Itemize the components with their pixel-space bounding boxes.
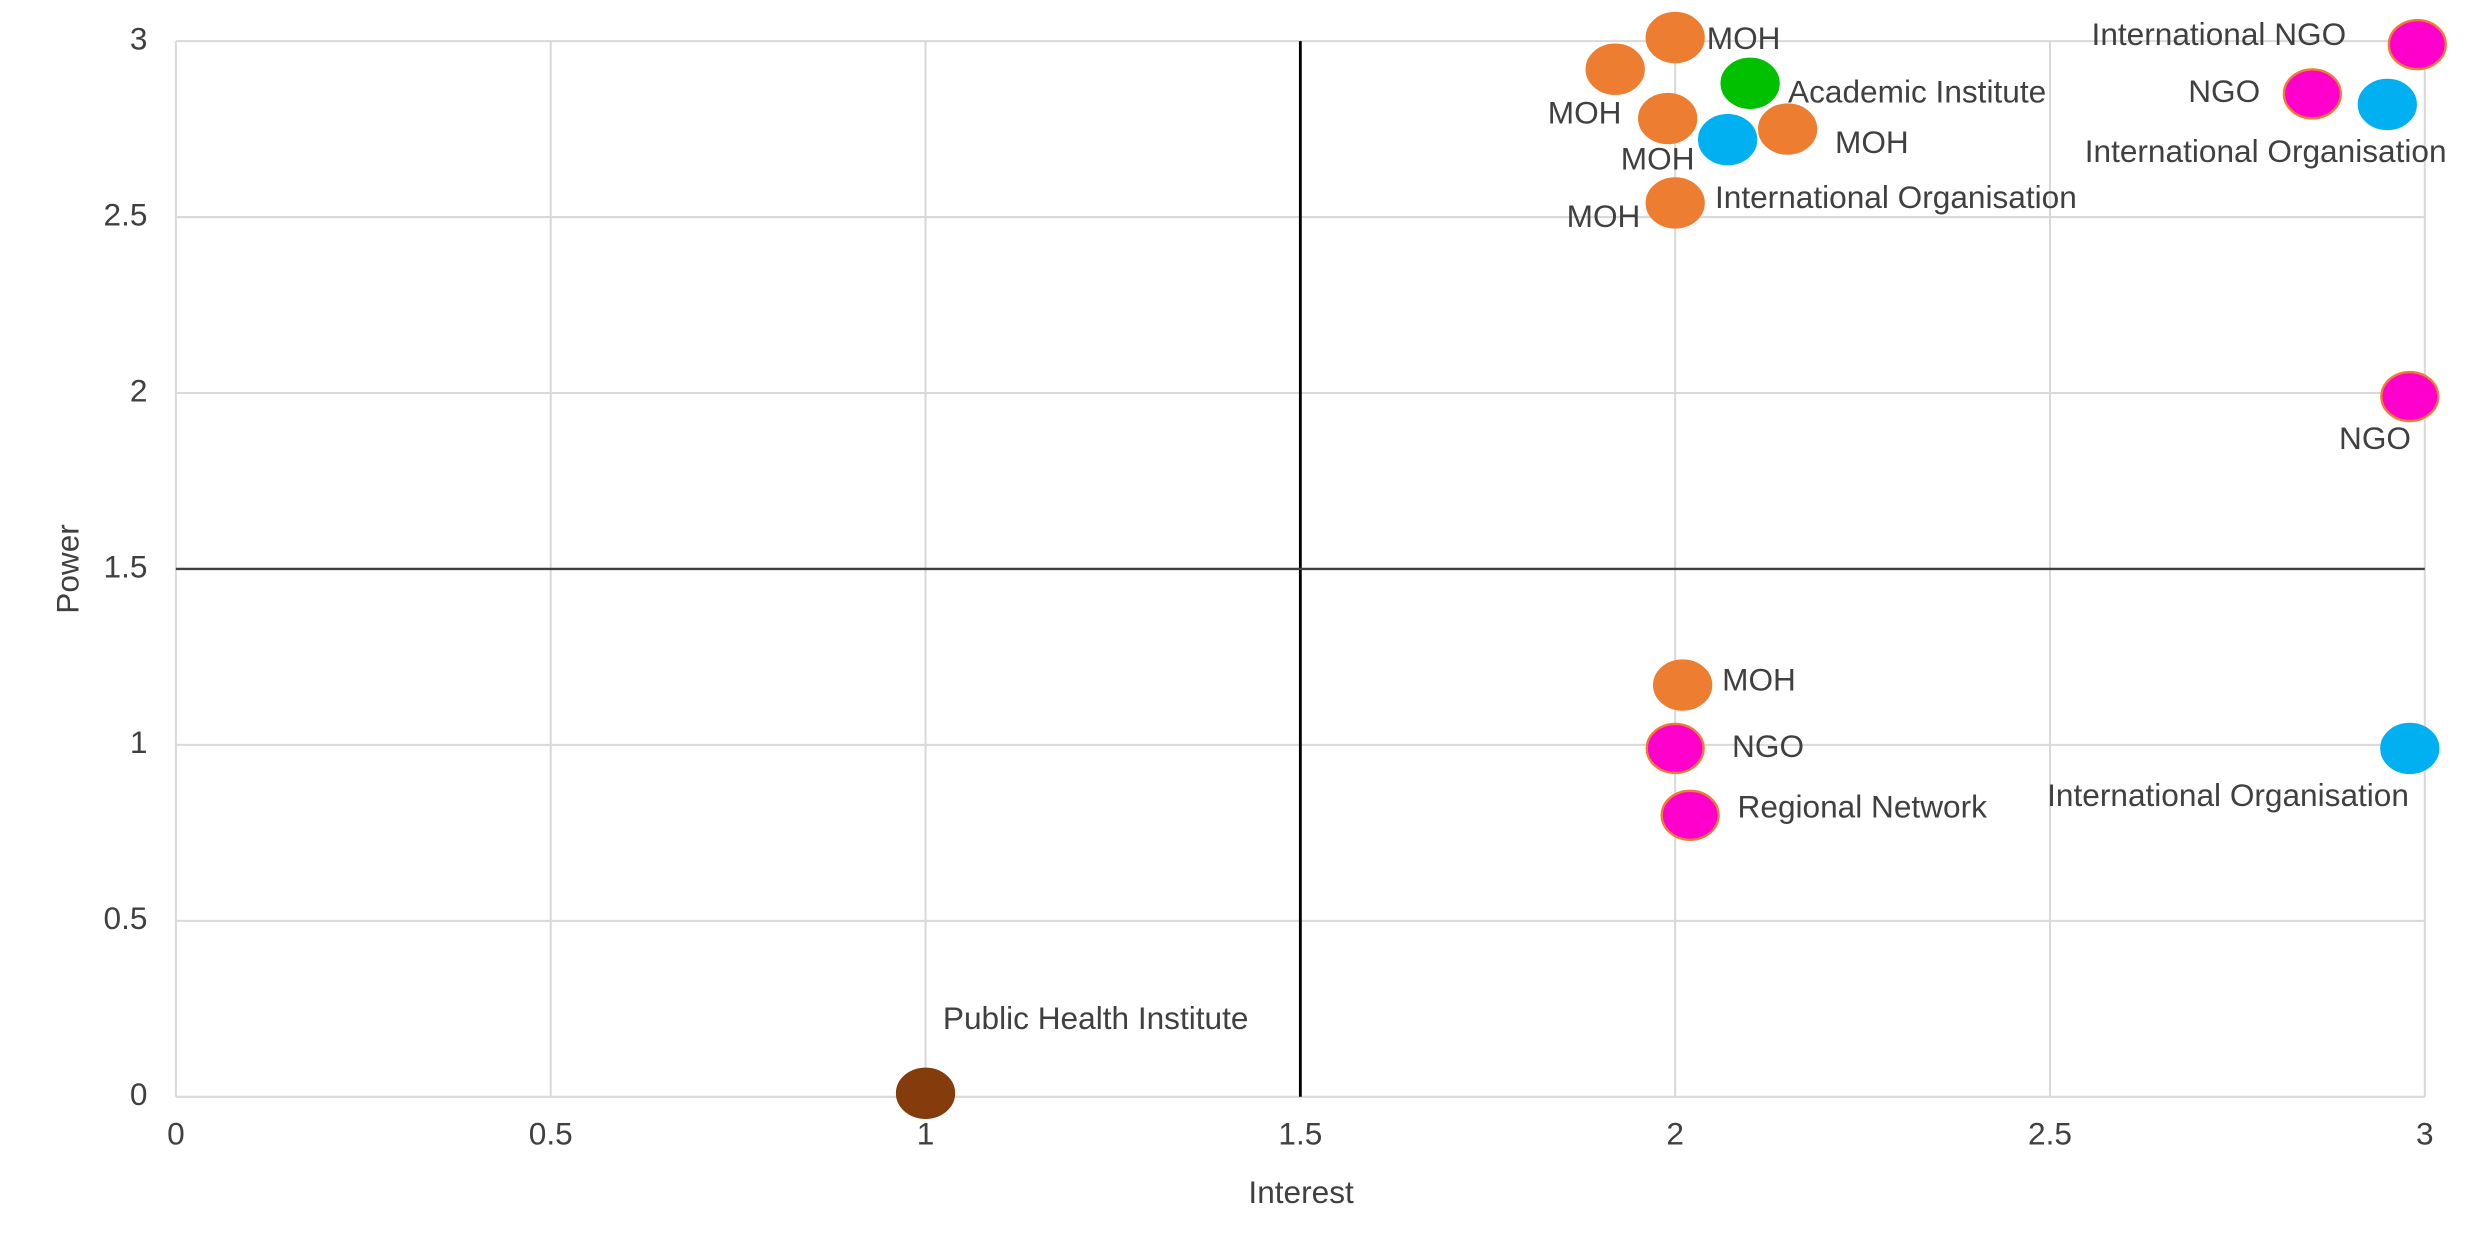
point xyxy=(2282,68,2342,120)
x-tick-label: 1.5 xyxy=(1278,1116,1322,1152)
y-tick-label: 2.5 xyxy=(104,196,148,232)
x-tick-label: 3 xyxy=(2416,1116,2434,1152)
point xyxy=(895,1067,956,1119)
data-label: International NGO xyxy=(2092,16,2347,52)
data-label: NGO xyxy=(1732,728,1804,764)
point xyxy=(1720,57,1780,110)
data-label: NGO xyxy=(2188,73,2260,109)
point xyxy=(1645,177,1705,229)
data-label: International Organisation xyxy=(2085,133,2447,169)
data-label: MOH xyxy=(1567,198,1641,234)
x-tick-label: 2.5 xyxy=(2028,1116,2072,1152)
data-label: Academic Institute xyxy=(1788,74,2046,110)
x-tick-label: 1 xyxy=(917,1116,935,1152)
data-label: MOH xyxy=(1707,20,1781,56)
point xyxy=(1645,11,1705,64)
data-label: MOH xyxy=(1548,94,1622,130)
data-label: International Organisation xyxy=(2047,777,2409,813)
point xyxy=(1638,92,1698,145)
x-tick-label: 0.5 xyxy=(529,1116,573,1152)
data-label: Regional Network xyxy=(1738,788,1988,824)
y-tick-label: 2 xyxy=(130,372,148,408)
point xyxy=(1585,43,1645,95)
data-label: International Organisation xyxy=(1715,179,2077,215)
point xyxy=(1645,722,1705,775)
point xyxy=(1653,659,1713,711)
point xyxy=(1698,113,1758,166)
y-tick-label: 0 xyxy=(130,1076,148,1112)
point xyxy=(2380,370,2440,423)
point xyxy=(2387,18,2447,71)
y-tick-label: 1.5 xyxy=(104,548,148,584)
point xyxy=(2380,722,2440,775)
x-tick-label: 0 xyxy=(167,1116,185,1152)
y-tick-label: 0.5 xyxy=(104,900,148,936)
y-tick-label: 3 xyxy=(130,20,148,56)
y-axis-label: Power xyxy=(49,524,85,614)
x-axis-label: Interest xyxy=(1248,1174,1354,1210)
data-label: MOH xyxy=(1621,141,1695,177)
data-label: MOH xyxy=(1722,661,1796,697)
point xyxy=(2357,78,2417,131)
point xyxy=(1757,103,1818,155)
y-tick-label: 1 xyxy=(130,724,148,760)
x-tick-label: 2 xyxy=(1666,1116,1684,1152)
data-label: MOH xyxy=(1835,124,1909,160)
data-label: Public Health Institute xyxy=(943,1000,1249,1036)
data-label: NGO xyxy=(2339,420,2411,456)
point xyxy=(1660,789,1720,841)
